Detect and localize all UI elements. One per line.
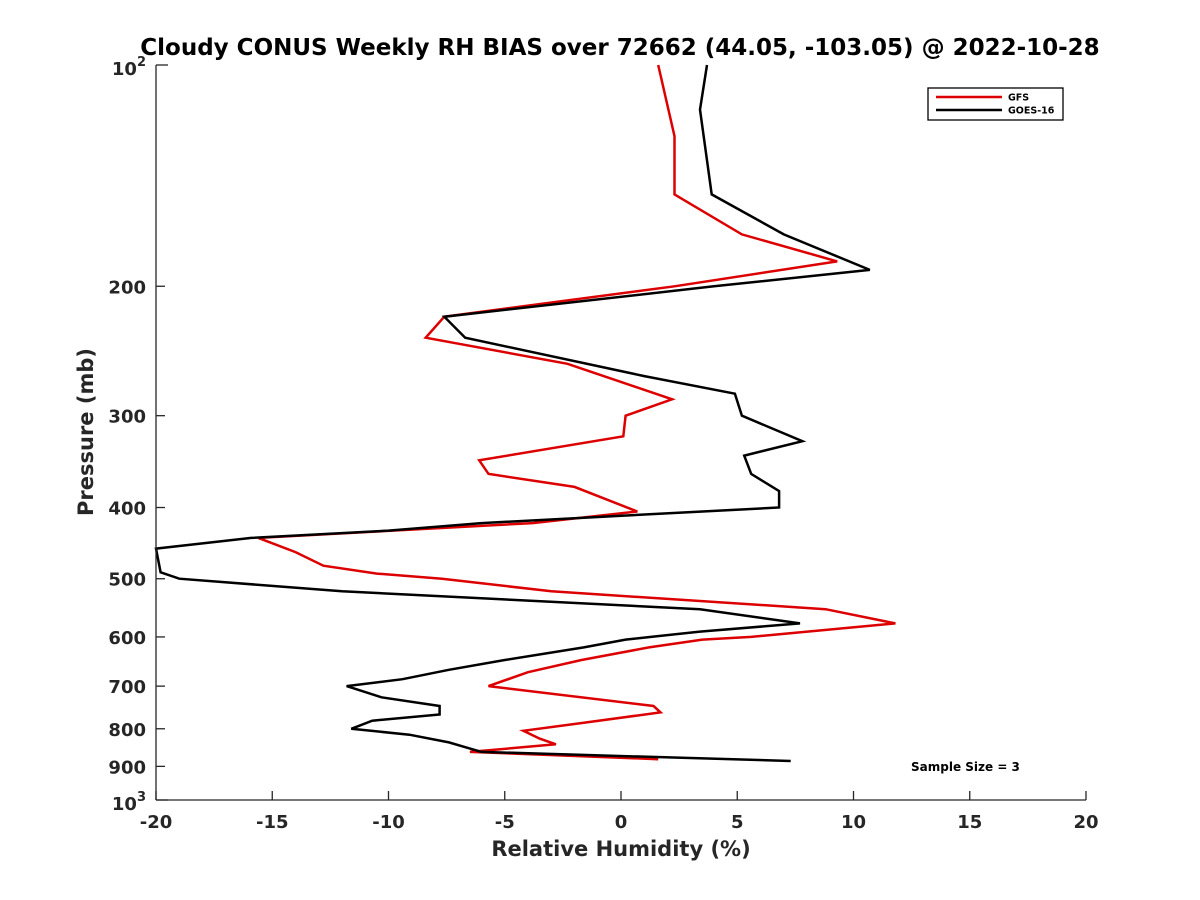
x-tick-label: -10 (372, 812, 405, 833)
y-tick-label: 900 (108, 757, 146, 778)
y-tick-label: 400 (108, 499, 146, 520)
y-major-tick-label: 103 (112, 790, 146, 815)
plot-area (154, 64, 1086, 801)
x-axis-ticks: -20 -15 -10 -5 0 5 10 15 20 (140, 791, 1099, 833)
y-axis-ticks: 200 300 400 500 600 700 800 900 102 103 (108, 55, 168, 815)
x-tick-label: -15 (256, 812, 289, 833)
y-tick-label: 800 (108, 720, 146, 741)
y-tick-label: 700 (108, 677, 146, 698)
y-tick-label: 200 (108, 277, 146, 298)
series-line-goes16 (154, 64, 871, 763)
chart-title: Cloudy CONUS Weekly RH BIAS over 72662 (… (140, 35, 1099, 61)
series-line-gfs (257, 64, 896, 761)
legend-label-gfs: GFS (1008, 93, 1029, 104)
y-tick-label: 300 (108, 407, 146, 428)
sample-size-annotation: Sample Size = 3 (911, 760, 1020, 774)
y-axis-label: Pressure (mb) (74, 348, 98, 516)
legend-label-goes16: GOES-16 (1008, 106, 1055, 117)
x-tick-label: 5 (731, 812, 744, 833)
y-tick-label: 600 (108, 628, 146, 649)
x-tick-label: -5 (495, 812, 515, 833)
series-group (154, 64, 896, 763)
x-tick-label: -20 (140, 812, 173, 833)
legend-box (927, 87, 1064, 121)
x-tick-label: 20 (1073, 812, 1098, 833)
x-tick-label: 10 (841, 812, 866, 833)
legend: GFS GOES-16 (927, 87, 1064, 121)
y-tick-label: 500 (108, 570, 146, 591)
y-major-tick-label: 102 (112, 55, 146, 80)
x-tick-label: 15 (957, 812, 982, 833)
x-axis-label: Relative Humidity (%) (491, 837, 750, 861)
x-tick-label: 0 (615, 812, 628, 833)
